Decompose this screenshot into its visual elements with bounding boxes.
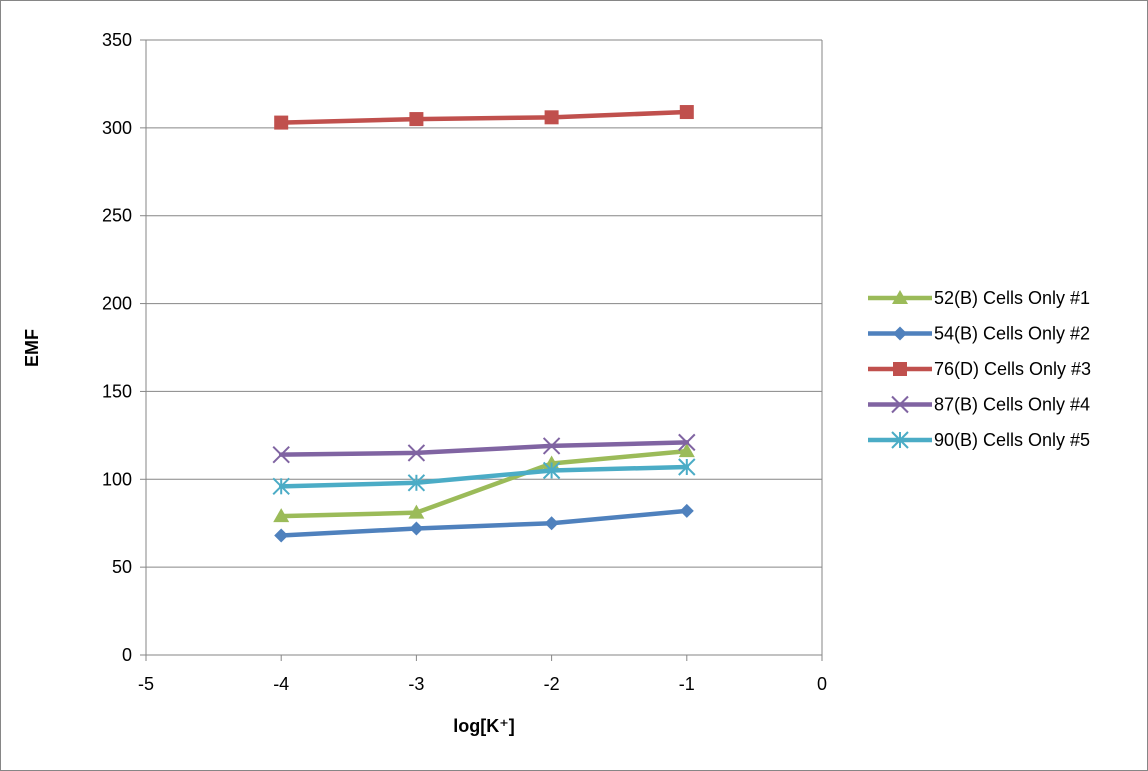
legend-entry: 54(B) Cells Only #2 [868, 324, 1090, 344]
legend-swatch-marker [891, 431, 909, 449]
legend-entry: 76(D) Cells Only #3 [868, 359, 1091, 379]
data-series [272, 105, 696, 543]
series-2 [274, 503, 694, 543]
data-point-marker [274, 528, 289, 543]
series-line [278, 464, 690, 489]
data-point-marker [678, 458, 696, 476]
legend-entry: 90(B) Cells Only #5 [868, 430, 1090, 450]
series-line [278, 109, 690, 125]
data-point-marker [407, 444, 426, 462]
legend-label: 52(B) Cells Only #1 [934, 288, 1090, 308]
series-line [278, 448, 690, 519]
x-tick-label: -1 [679, 674, 695, 694]
legend-entry: 52(B) Cells Only #1 [868, 288, 1090, 308]
data-point-marker [408, 504, 425, 519]
y-axis-title: EMF [22, 329, 42, 367]
marker-stroke [542, 437, 561, 455]
data-point-marker [679, 105, 694, 120]
data-point-marker [409, 521, 424, 536]
data-point-marker [542, 437, 561, 455]
legend-swatch-marker [893, 362, 907, 376]
x-axis-title: log[K⁺] [453, 716, 514, 736]
y-tick-label: 300 [102, 118, 132, 138]
y-tick-label: 250 [102, 206, 132, 226]
legend-swatch-marker [891, 395, 909, 414]
legend: 52(B) Cells Only #1 54(B) Cells Only #2 76… [868, 288, 1091, 450]
y-tick-label: 150 [102, 381, 132, 401]
legend-swatch-marker [893, 326, 907, 341]
gridlines [146, 39, 822, 568]
legend-entry: 87(B) Cells Only #4 [868, 395, 1090, 415]
series-4 [272, 433, 696, 464]
series-3 [274, 105, 694, 130]
data-point-marker [407, 474, 426, 492]
series-5 [272, 458, 696, 496]
data-point-marker [679, 503, 694, 518]
y-tick-label: 0 [122, 645, 132, 665]
data-point-marker [272, 477, 290, 496]
series-line [278, 508, 690, 538]
data-point-marker [273, 508, 290, 523]
x-tick-label: -4 [273, 674, 289, 694]
x-tick-label: -2 [544, 674, 560, 694]
y-tick-label: 50 [112, 557, 132, 577]
axes [140, 39, 823, 661]
legend-swatch-marker [892, 290, 908, 304]
y-tick-label: 350 [102, 30, 132, 50]
data-point-marker [678, 433, 696, 452]
data-point-marker [272, 445, 290, 464]
y-tick-label: 100 [102, 469, 132, 489]
legend-label: 90(B) Cells Only #5 [934, 430, 1090, 450]
legend-label: 76(D) Cells Only #3 [934, 359, 1091, 379]
marker-stroke [272, 445, 290, 464]
marker-stroke [891, 395, 909, 414]
tick-labels: 0 50 100 150 200 250 300 350 -5 -4 -3 -2 -1 0 [102, 30, 827, 694]
legend-label: 87(B) Cells Only #4 [934, 395, 1090, 415]
data-point-marker [274, 115, 289, 130]
marker-stroke [678, 433, 696, 452]
legend-label: 54(B) Cells Only #2 [934, 324, 1090, 344]
marker-stroke [407, 444, 426, 462]
x-tick-label: -5 [138, 674, 154, 694]
data-point-marker [544, 110, 559, 125]
x-tick-label: 0 [817, 674, 827, 694]
data-point-marker [409, 112, 424, 127]
data-point-marker [678, 443, 695, 458]
x-tick-label: -3 [408, 674, 424, 694]
y-tick-label: 200 [102, 294, 132, 314]
data-point-marker [544, 516, 559, 531]
series-line [278, 440, 690, 457]
data-point-marker [542, 461, 561, 480]
